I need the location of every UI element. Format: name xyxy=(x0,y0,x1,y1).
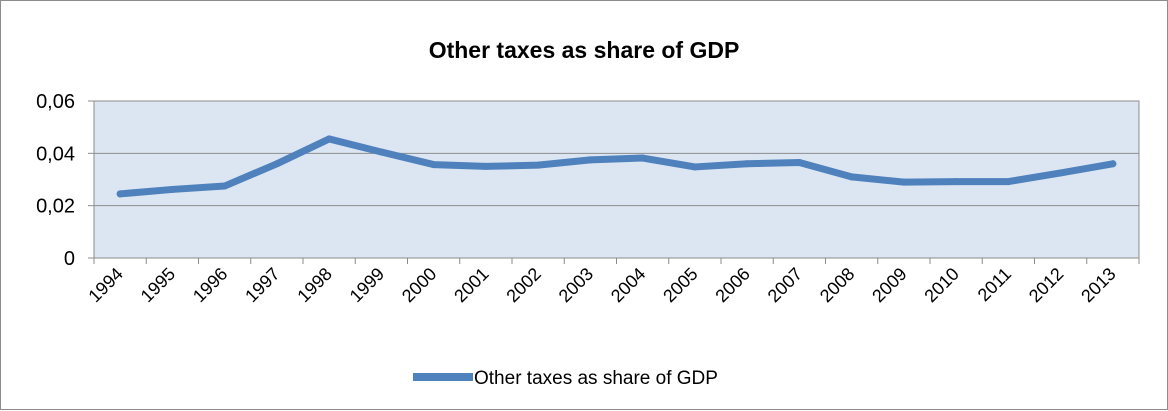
data-point xyxy=(325,135,333,143)
x-tick-label: 2008 xyxy=(816,264,858,306)
x-tick-label: 2001 xyxy=(450,264,492,306)
y-tick-label: 0,06 xyxy=(36,91,75,113)
chart-title: Other taxes as share of GDP xyxy=(429,37,740,63)
x-tick-label: 2011 xyxy=(974,264,1016,306)
x-tick-label: 2013 xyxy=(1077,264,1119,306)
x-tick-label: 1995 xyxy=(137,264,179,306)
data-point xyxy=(377,148,385,156)
data-point xyxy=(952,178,960,186)
series-line xyxy=(116,135,1117,198)
x-tick-label: 2004 xyxy=(607,264,649,306)
x-tick-label: 2003 xyxy=(555,264,597,306)
data-point xyxy=(639,154,647,162)
data-point xyxy=(900,178,908,186)
data-point xyxy=(482,162,490,170)
data-point xyxy=(743,160,751,168)
x-tick-label: 2007 xyxy=(764,264,806,306)
data-point xyxy=(430,161,438,169)
x-tick-label: 2000 xyxy=(398,264,440,306)
data-point xyxy=(1109,160,1117,168)
y-tick-label: 0 xyxy=(64,248,75,270)
data-point xyxy=(1004,178,1012,186)
x-tick-label: 2009 xyxy=(868,264,910,306)
data-point xyxy=(221,182,229,190)
x-tick-label: 2002 xyxy=(502,264,544,306)
y-tick-label: 0,02 xyxy=(36,196,75,218)
data-point xyxy=(168,185,176,193)
x-tick-label: 1999 xyxy=(346,264,388,306)
data-point xyxy=(795,158,803,166)
x-tick-label: 1997 xyxy=(241,264,283,306)
x-tick-label: 1994 xyxy=(84,264,126,306)
data-point xyxy=(116,190,124,198)
legend: Other taxes as share of GDP xyxy=(413,368,718,389)
data-point xyxy=(273,160,281,168)
data-point xyxy=(848,173,856,181)
x-tick-label: 2005 xyxy=(659,264,701,306)
data-point xyxy=(1057,169,1065,177)
x-tick-label: 1998 xyxy=(293,264,335,306)
x-tick-label: 2006 xyxy=(711,264,753,306)
x-tick-label: 1996 xyxy=(189,264,231,306)
x-tick-label: 2010 xyxy=(920,264,962,306)
legend-label: Other taxes as share of GDP xyxy=(474,368,718,389)
data-point xyxy=(586,156,594,164)
y-tick-label: 0,04 xyxy=(36,143,75,165)
data-point xyxy=(534,161,542,169)
x-tick-label: 2012 xyxy=(1025,264,1067,306)
data-point xyxy=(691,163,699,171)
